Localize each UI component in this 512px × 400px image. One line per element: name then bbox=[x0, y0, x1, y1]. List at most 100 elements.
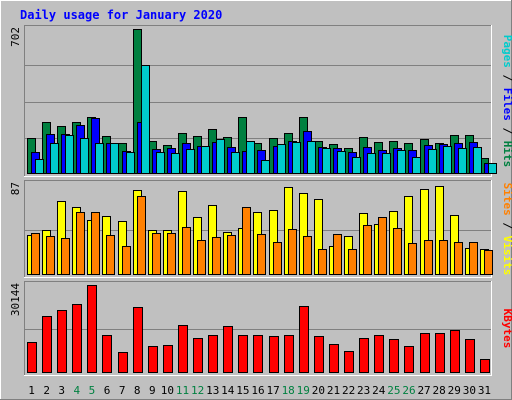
x-tick-label: 11 bbox=[176, 384, 189, 397]
bar-kbytes-day-31 bbox=[480, 359, 490, 373]
legend-text: Visits bbox=[501, 236, 512, 276]
bar-sites-day-12 bbox=[197, 240, 206, 275]
bar-sites-day-21 bbox=[333, 234, 342, 275]
bar-sites-day-1 bbox=[31, 233, 40, 275]
bar-pages-day-19 bbox=[307, 141, 316, 174]
bar-pages-day-14 bbox=[231, 152, 240, 174]
x-tick-label: 23 bbox=[357, 384, 370, 397]
x-tick-label: 12 bbox=[191, 384, 204, 397]
bar-kbytes-day-10 bbox=[163, 345, 173, 373]
legend-text: / bbox=[501, 121, 512, 141]
bar-sites-day-4 bbox=[76, 212, 85, 275]
x-tick-label: 6 bbox=[104, 384, 111, 397]
bar-kbytes-day-4 bbox=[72, 304, 82, 373]
x-tick-label: 25 bbox=[387, 384, 400, 397]
bar-sites-day-28 bbox=[439, 240, 448, 275]
bar-sites-day-22 bbox=[348, 249, 357, 275]
legend-label-hits: Pages / Files / Hits bbox=[501, 35, 512, 168]
legend-text: Pages bbox=[501, 35, 512, 68]
bar-pages-day-31 bbox=[488, 163, 497, 174]
bar-pages-day-18 bbox=[292, 142, 301, 174]
x-tick-label: 21 bbox=[327, 384, 340, 397]
bar-sites-day-15 bbox=[242, 207, 251, 275]
bar-kbytes-day-7 bbox=[118, 352, 128, 373]
legend-text: Sites bbox=[501, 183, 512, 216]
bar-kbytes-day-25 bbox=[389, 339, 399, 373]
bar-kbytes-day-13 bbox=[208, 335, 218, 373]
bar-pages-day-4 bbox=[80, 138, 89, 174]
bar-kbytes-day-28 bbox=[435, 333, 445, 373]
x-tick-label: 1 bbox=[28, 384, 35, 397]
bar-kbytes-day-8 bbox=[133, 307, 143, 373]
bar-sites-day-14 bbox=[227, 235, 236, 275]
bar-sites-day-13 bbox=[212, 237, 221, 275]
bar-sites-day-26 bbox=[408, 243, 417, 275]
legend-text: Hits bbox=[501, 141, 512, 168]
bar-pages-day-16 bbox=[261, 160, 270, 174]
bar-kbytes-day-27 bbox=[420, 333, 430, 373]
y-axis-max-label: 30144 bbox=[9, 283, 22, 316]
series-sites bbox=[31, 196, 493, 275]
bar-pages-day-28 bbox=[443, 146, 452, 174]
bar-kbytes-day-23 bbox=[359, 338, 369, 373]
bar-sites-day-25 bbox=[393, 228, 402, 275]
y-axis-max-label: 702 bbox=[9, 27, 22, 47]
x-tick-label: 4 bbox=[74, 384, 81, 397]
bar-sites-day-27 bbox=[424, 240, 433, 275]
bar-kbytes-day-19 bbox=[299, 306, 309, 373]
bar-kbytes-day-22 bbox=[344, 351, 354, 373]
series-kbytes bbox=[27, 285, 490, 373]
legend-text: KBytes bbox=[501, 309, 512, 349]
bar-sites-day-2 bbox=[46, 236, 55, 275]
x-axis-day-labels: 1 2 3 4 5 6 7 8 9 10 11 12 13 14 15 16 17 18 19 20 21 22 23 24 2… bbox=[28, 384, 491, 397]
bar-pages-day-5 bbox=[95, 143, 104, 174]
x-tick-label: 22 bbox=[342, 384, 355, 397]
x-tick-label: 13 bbox=[206, 384, 219, 397]
bar-kbytes-day-15 bbox=[238, 335, 248, 373]
bar-sites-day-19 bbox=[303, 236, 312, 275]
bar-kbytes-day-9 bbox=[148, 346, 158, 373]
bar-kbytes-day-2 bbox=[42, 316, 52, 373]
bar-sites-day-10 bbox=[167, 233, 176, 275]
bar-sites-day-29 bbox=[454, 242, 463, 275]
bar-sites-day-17 bbox=[273, 242, 282, 275]
bar-sites-day-11 bbox=[182, 227, 191, 275]
panel-kbytes: 30144 KBytes bbox=[9, 281, 512, 376]
bar-pages-day-3 bbox=[65, 135, 74, 174]
chart-panels: 702 Pages / Files / Hits 87 Sites / Visits 3… bbox=[9, 25, 512, 376]
x-tick-label: 16 bbox=[251, 384, 264, 397]
bar-pages-day-29 bbox=[458, 148, 467, 174]
bar-kbytes-day-16 bbox=[253, 335, 263, 373]
x-tick-label: 29 bbox=[448, 384, 461, 397]
bar-pages-day-25 bbox=[397, 150, 406, 174]
bar-pages-day-22 bbox=[352, 157, 361, 174]
x-tick-label: 10 bbox=[161, 384, 174, 397]
bar-pages-day-30 bbox=[473, 147, 482, 174]
bar-pages-day-27 bbox=[428, 149, 437, 174]
bar-pages-day-13 bbox=[216, 139, 225, 174]
x-tick-label: 15 bbox=[236, 384, 249, 397]
bar-sites-day-9 bbox=[152, 233, 161, 275]
x-tick-label: 3 bbox=[58, 384, 65, 397]
x-tick-label: 5 bbox=[89, 384, 96, 397]
bar-sites-day-16 bbox=[257, 234, 266, 275]
bar-sites-day-23 bbox=[363, 225, 372, 275]
series-pages bbox=[35, 65, 497, 174]
bar-kbytes-day-5 bbox=[87, 285, 97, 373]
x-tick-label: 2 bbox=[43, 384, 50, 397]
bar-sites-day-30 bbox=[469, 242, 478, 275]
x-tick-label: 28 bbox=[433, 384, 446, 397]
bar-kbytes-day-24 bbox=[374, 335, 384, 373]
bar-pages-day-10 bbox=[171, 153, 180, 174]
bar-sites-day-7 bbox=[122, 246, 131, 275]
bar-sites-day-8 bbox=[137, 196, 146, 275]
bar-pages-day-15 bbox=[246, 141, 255, 174]
x-tick-label: 9 bbox=[149, 384, 156, 397]
x-tick-label: 26 bbox=[402, 384, 415, 397]
bar-pages-day-12 bbox=[201, 146, 210, 174]
bar-sites-day-3 bbox=[61, 238, 70, 275]
bar-sites-day-20 bbox=[318, 249, 327, 275]
bar-pages-day-20 bbox=[322, 148, 331, 174]
bar-kbytes-day-20 bbox=[314, 336, 324, 373]
legend-label-kbytes: KBytes bbox=[501, 309, 512, 349]
